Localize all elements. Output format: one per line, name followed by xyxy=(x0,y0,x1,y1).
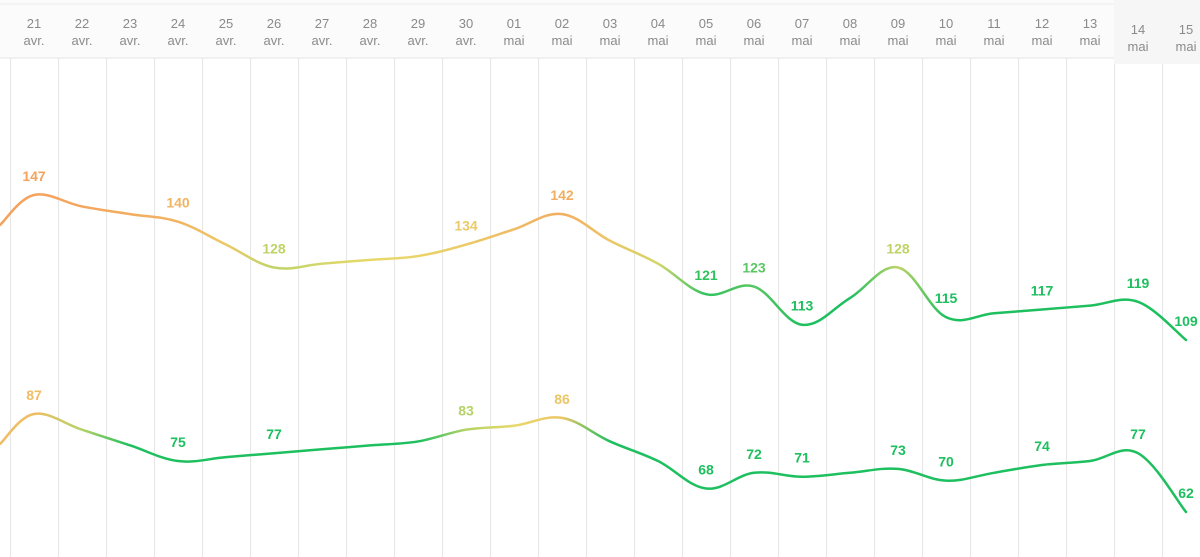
series-line-2 xyxy=(0,412,1188,514)
data-label: 123 xyxy=(742,260,766,276)
tick-label-day: 05 xyxy=(699,16,713,31)
tick-label-day: 07 xyxy=(795,16,809,31)
data-label: 140 xyxy=(166,195,190,211)
data-label: 128 xyxy=(262,241,286,257)
series-line-1 xyxy=(0,193,1188,342)
tick-label-month: avr. xyxy=(72,33,93,48)
data-label: 70 xyxy=(938,454,954,470)
tick-label-month: mai xyxy=(1080,33,1101,48)
tick-label-month: mai xyxy=(1128,39,1149,54)
tick-label-month: mai xyxy=(840,33,861,48)
tick-label-month: mai xyxy=(888,33,909,48)
header-band-sticky xyxy=(1114,0,1200,64)
tick-label-day: 25 xyxy=(219,16,233,31)
tick-label-day: 29 xyxy=(411,16,425,31)
tick-label-month: avr. xyxy=(120,33,141,48)
tick-label-month: mai xyxy=(600,33,621,48)
data-label: 74 xyxy=(1034,438,1050,454)
tick-label-day: 27 xyxy=(315,16,329,31)
tick-label-month: mai xyxy=(696,33,717,48)
tick-label-day: 22 xyxy=(75,16,89,31)
tick-label-month: mai xyxy=(504,33,525,48)
tick-label-day: 24 xyxy=(171,16,185,31)
tick-label-month: mai xyxy=(648,33,669,48)
data-label: 147 xyxy=(22,168,46,184)
data-label: 115 xyxy=(935,290,958,306)
tick-label-month: mai xyxy=(1176,39,1197,54)
data-label: 75 xyxy=(170,434,186,450)
data-label: 71 xyxy=(794,450,810,466)
tick-label-month: avr. xyxy=(264,33,285,48)
data-label: 83 xyxy=(458,403,474,419)
tick-label-month: mai xyxy=(792,33,813,48)
data-labels: 147 140 128 134 142 121 123 113 128 115 117 119 109 8… xyxy=(22,168,1198,501)
data-label: 87 xyxy=(26,387,42,403)
tick-label-month: avr. xyxy=(312,33,333,48)
tick-label-month: avr. xyxy=(360,33,381,48)
data-label: 109 xyxy=(1174,313,1198,329)
data-label: 72 xyxy=(746,446,762,462)
header-band xyxy=(0,0,1200,58)
data-label: 134 xyxy=(454,218,478,234)
tick-label-day: 30 xyxy=(459,16,473,31)
tick-label-month: mai xyxy=(744,33,765,48)
data-label: 121 xyxy=(694,267,718,283)
tick-label-day: 14 xyxy=(1131,22,1145,37)
data-label: 142 xyxy=(550,187,574,203)
tick-label-day: 03 xyxy=(603,16,617,31)
tick-label-day: 08 xyxy=(843,16,857,31)
date-axis: 21 avr. 22 avr. 23 avr. 24 avr. 25 avr. 26 avr. 27 av… xyxy=(0,0,1200,64)
tick-label-day: 15 xyxy=(1179,22,1193,37)
tick-label-day: 26 xyxy=(267,16,281,31)
tick-label-day: 13 xyxy=(1083,16,1097,31)
data-label: 73 xyxy=(890,442,906,458)
tick-label-day: 11 xyxy=(987,16,1001,31)
data-label: 68 xyxy=(698,461,714,477)
data-label: 117 xyxy=(1031,282,1054,298)
tick-label-month: avr. xyxy=(408,33,429,48)
tick-label-day: 09 xyxy=(891,16,905,31)
tick-label-month: avr. xyxy=(216,33,237,48)
tick-label-month: avr. xyxy=(24,33,45,48)
tick-label-month: mai xyxy=(936,33,957,48)
tick-label-day: 28 xyxy=(363,16,377,31)
tick-label-day: 04 xyxy=(651,16,665,31)
data-label: 77 xyxy=(1130,426,1146,442)
tick-label-month: mai xyxy=(1032,33,1053,48)
tick-label-day: 23 xyxy=(123,16,137,31)
tick-label-month: avr. xyxy=(168,33,189,48)
grid-lines xyxy=(10,6,1163,557)
tick-label-day: 10 xyxy=(939,16,953,31)
data-label: 62 xyxy=(1178,485,1194,501)
data-label: 119 xyxy=(1127,275,1150,291)
tick-label-month: mai xyxy=(984,33,1005,48)
tick-label-day: 02 xyxy=(555,16,569,31)
tick-label-day: 01 xyxy=(507,16,521,31)
data-label: 113 xyxy=(791,298,814,314)
tick-label-month: mai xyxy=(552,33,573,48)
tick-label-day: 21 xyxy=(27,16,41,31)
data-label: 86 xyxy=(554,391,570,407)
data-label: 77 xyxy=(266,426,282,442)
tick-label-month: avr. xyxy=(456,33,477,48)
data-label: 128 xyxy=(886,241,910,257)
tick-label-day: 06 xyxy=(747,16,761,31)
tick-label-day: 12 xyxy=(1035,16,1049,31)
series-lines xyxy=(0,193,1188,514)
